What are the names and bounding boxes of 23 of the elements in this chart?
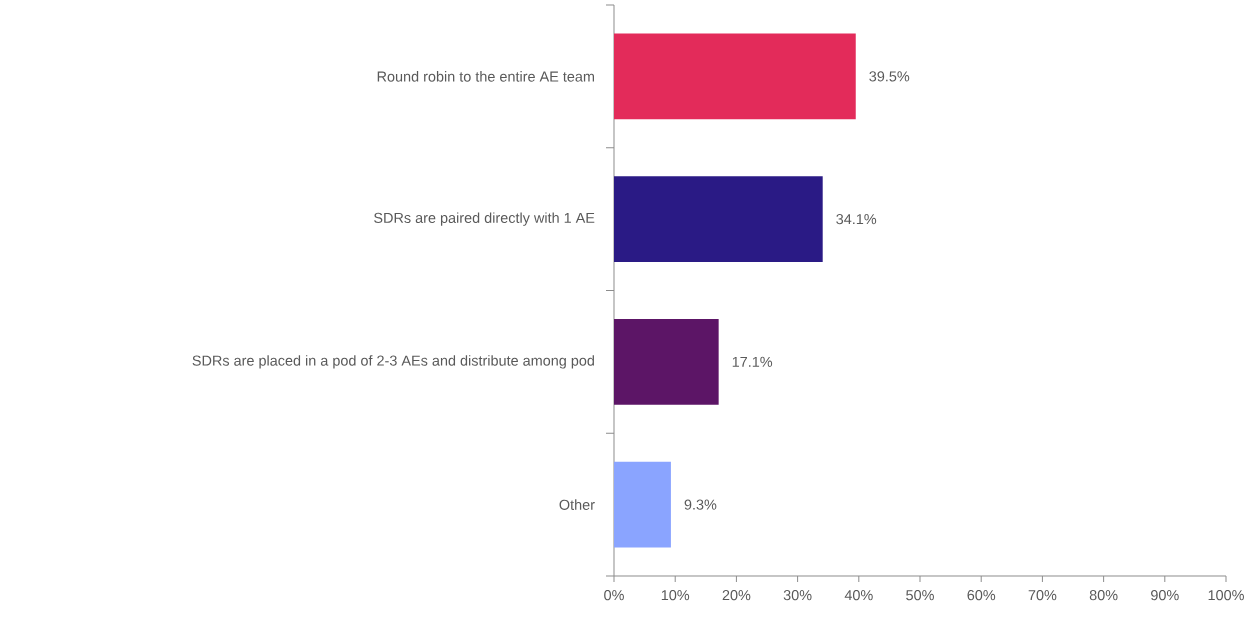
data-label: 17.1% [732, 356, 773, 367]
data-label: 39.5% [869, 71, 910, 82]
bar [614, 33, 856, 120]
x-tick-label: 0% [604, 590, 624, 601]
x-tick-label: 90% [1151, 590, 1179, 601]
y-tick-label: SDRs are paired directly with 1 AE [374, 212, 595, 226]
x-tick-label: 20% [722, 590, 751, 601]
x-tick-label: 80% [1089, 590, 1118, 601]
y-tick-label: SDRs are placed in a pod of 2-3 AEs and distribute among pod [192, 355, 594, 369]
bar [614, 461, 671, 548]
y-tick-label: Other [559, 499, 595, 510]
data-label: 34.1% [836, 214, 877, 225]
x-tick-label: 100% [1208, 590, 1244, 601]
x-tick-label: 50% [906, 590, 934, 601]
bar [614, 319, 719, 405]
y-tick-label: Round robin to the entire AE team [377, 71, 594, 82]
x-tick-label: 30% [783, 590, 812, 601]
x-tick-label: 40% [844, 590, 873, 601]
x-tick-label: 60% [967, 590, 996, 601]
bar [614, 176, 823, 262]
x-tick-label: 10% [661, 590, 690, 601]
x-tick-label: 70% [1028, 590, 1057, 601]
data-label: 9.3% [684, 499, 717, 510]
